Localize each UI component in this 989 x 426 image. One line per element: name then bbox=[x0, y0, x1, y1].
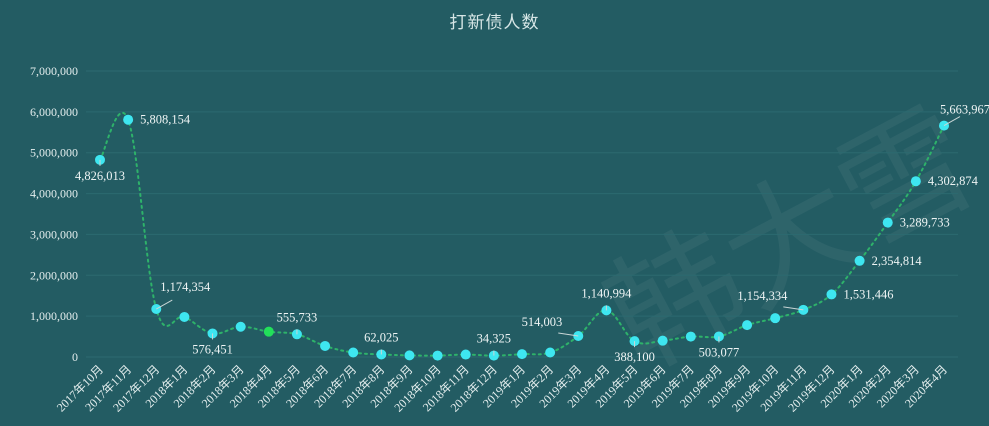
label-leader-line bbox=[558, 332, 579, 337]
data-point[interactable] bbox=[517, 349, 527, 360]
y-tick-label: 4,000,000 bbox=[30, 187, 78, 201]
data-point[interactable] bbox=[432, 350, 443, 361]
data-label: 4,302,874 bbox=[928, 174, 979, 188]
data-label: 5,808,154 bbox=[140, 113, 191, 127]
data-label: 1,174,354 bbox=[160, 280, 211, 294]
data-point[interactable] bbox=[263, 326, 274, 337]
data-point[interactable] bbox=[320, 340, 331, 351]
data-point[interactable] bbox=[882, 217, 893, 228]
y-tick-label: 6,000,000 bbox=[30, 105, 78, 119]
data-point[interactable] bbox=[685, 331, 696, 342]
data-label: 34,325 bbox=[477, 332, 511, 346]
data-point[interactable] bbox=[348, 347, 359, 358]
data-point[interactable] bbox=[770, 313, 781, 324]
data-label: 2,354,814 bbox=[872, 254, 923, 268]
y-tick-label: 2,000,000 bbox=[30, 268, 78, 282]
data-point[interactable] bbox=[460, 349, 471, 360]
chart-title: 打新债人数 bbox=[449, 13, 540, 33]
data-label: 5,663,967 bbox=[940, 103, 989, 117]
y-tick-label: 5,000,000 bbox=[30, 146, 78, 160]
data-point[interactable] bbox=[742, 320, 753, 331]
data-label: 388,100 bbox=[614, 350, 655, 364]
data-point[interactable] bbox=[235, 321, 246, 332]
data-label: 576,451 bbox=[192, 342, 233, 356]
label-leader-line bbox=[783, 306, 804, 311]
data-point[interactable] bbox=[854, 255, 865, 266]
label-leader-line bbox=[943, 116, 961, 127]
data-label: 1,154,334 bbox=[737, 289, 788, 303]
data-label: 514,003 bbox=[522, 315, 563, 329]
data-label: 1,140,994 bbox=[581, 286, 632, 300]
data-point[interactable] bbox=[404, 350, 415, 361]
label-leader-line bbox=[156, 299, 173, 310]
y-tick-label: 7,000,000 bbox=[30, 64, 78, 78]
data-label: 1,531,446 bbox=[843, 287, 893, 301]
data-label: 62,025 bbox=[364, 330, 398, 344]
data-label: 4,826,013 bbox=[75, 169, 125, 183]
data-label: 555,733 bbox=[277, 310, 318, 324]
data-point[interactable] bbox=[910, 176, 921, 187]
data-point[interactable] bbox=[123, 114, 134, 125]
data-point[interactable] bbox=[826, 289, 837, 300]
data-label: 3,289,733 bbox=[900, 216, 950, 230]
data-label: 503,077 bbox=[699, 345, 740, 359]
y-tick-label: 1,000,000 bbox=[30, 309, 78, 323]
data-point[interactable] bbox=[179, 311, 190, 322]
data-point[interactable] bbox=[657, 335, 668, 346]
series-line bbox=[99, 111, 945, 357]
y-tick-label: 3,000,000 bbox=[30, 227, 78, 241]
data-point[interactable] bbox=[545, 347, 556, 358]
y-tick-label: 0 bbox=[72, 350, 78, 364]
